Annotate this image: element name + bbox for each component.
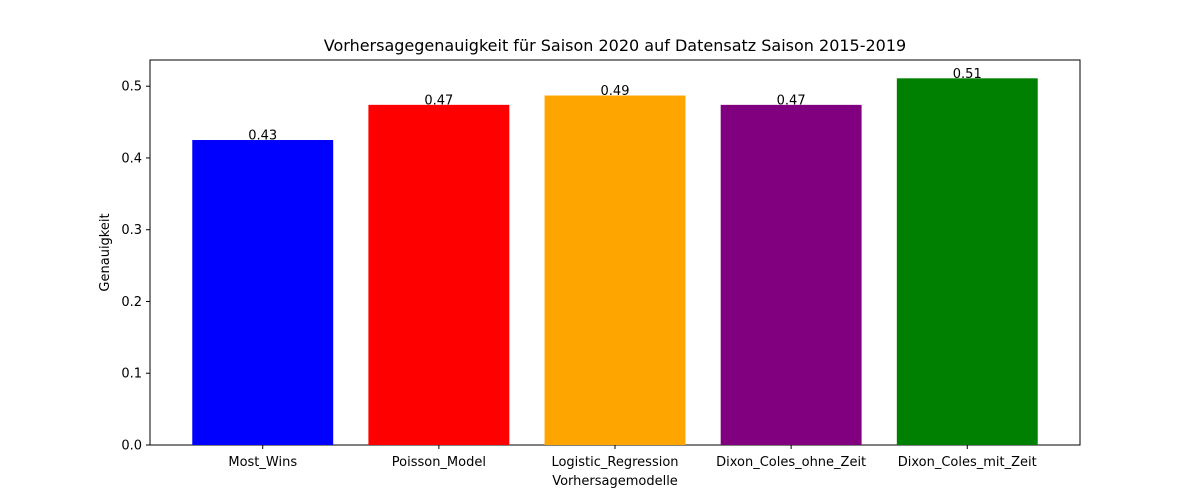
- x-tick-label: Dixon_Coles_ohne_Zeit: [716, 455, 866, 470]
- y-axis: 0.0 0.1 0.2 0.3 0.4 0.5: [121, 80, 150, 454]
- bar-dixon-coles-mit-zeit: [896, 78, 1038, 445]
- x-tick-label: Dixon_Coles_mit_Zeit: [898, 455, 1037, 470]
- bars-group: [192, 78, 1038, 445]
- data-label: 0.47: [424, 93, 453, 108]
- x-axis: Most_Wins Poisson_Model Logistic_Regressio…: [228, 445, 1037, 470]
- chart-title: Vorhersagegenauigkeit für Saison 2020 au…: [324, 36, 906, 55]
- y-tick-label: 0.0: [121, 439, 142, 454]
- y-tick-label: 0.4: [121, 151, 142, 166]
- y-tick-label: 0.5: [121, 80, 142, 95]
- bar-logistic-regression: [544, 95, 686, 445]
- bar-most-wins: [192, 140, 334, 445]
- data-label: 0.49: [601, 84, 630, 99]
- bar-dixon-coles-ohne-zeit: [720, 104, 862, 445]
- y-tick-label: 0.2: [121, 295, 142, 310]
- data-label: 0.51: [953, 67, 982, 82]
- y-tick-label: 0.3: [121, 223, 142, 238]
- y-tick-label: 0.1: [121, 367, 142, 382]
- y-axis-label: Genauigkeit: [98, 213, 113, 291]
- x-tick-label: Most_Wins: [228, 455, 297, 470]
- x-axis-label: Vorhersagemodelle: [552, 474, 678, 489]
- bar-poisson-model: [368, 104, 510, 445]
- x-tick-label: Logistic_Regression: [551, 455, 678, 470]
- data-label: 0.47: [777, 93, 806, 108]
- x-tick-label: Poisson_Model: [392, 455, 486, 470]
- data-labels-group: 0.43 0.47 0.49 0.47 0.51: [248, 67, 981, 144]
- data-label: 0.43: [248, 129, 277, 144]
